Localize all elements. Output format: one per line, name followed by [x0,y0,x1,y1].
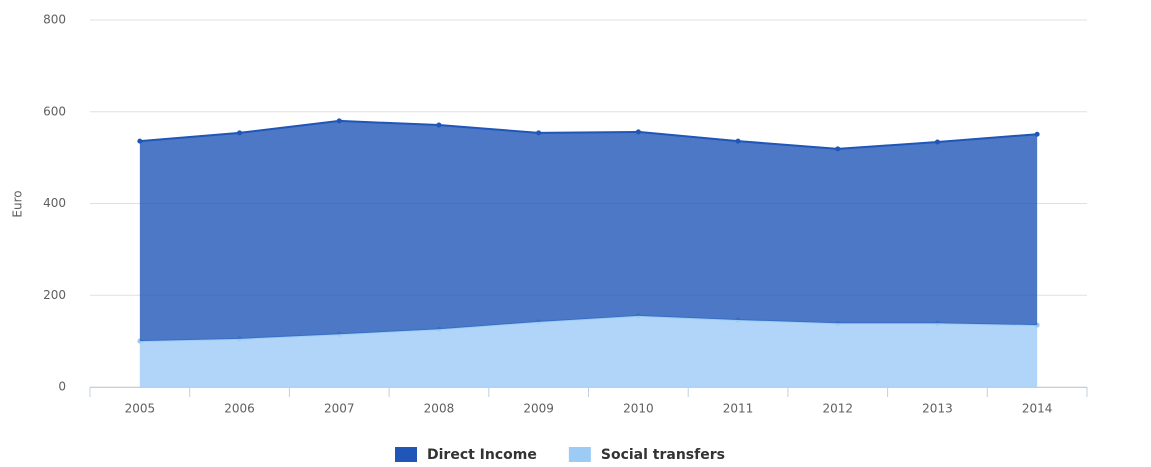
point [835,146,841,152]
x-tick-label: 2008 [424,402,455,416]
x-tick-label: 2010 [623,402,654,416]
point [934,139,940,145]
area-line [139,314,1038,343]
point [137,138,143,144]
point [735,138,741,144]
y-tick-label: 0 [58,380,66,394]
area-fill [139,120,1038,342]
x-tick-label: 2005 [125,402,156,416]
area-line [139,119,1038,150]
y-tick-label: 200 [43,288,66,302]
point [536,130,542,136]
x-tick-label: 2012 [822,402,853,416]
x-tick-label: 2011 [723,402,754,416]
y-tick-label: 600 [43,104,66,118]
x-tick-label: 2013 [922,402,953,416]
point [237,130,243,136]
legend-swatch [395,447,417,462]
x-tick-label: 2014 [1022,402,1053,416]
y-tick-label: 400 [43,196,66,210]
y-tick-label: 800 [43,13,66,27]
y-axis-label: Euro [11,190,25,217]
legend-swatch [568,447,591,462]
legend-text: Direct Income [427,447,537,463]
point [635,129,641,135]
point [436,122,442,128]
point [336,118,342,124]
x-tick-label: 2009 [523,402,554,416]
point [1034,131,1040,137]
x-tick-label: 2006 [224,402,255,416]
x-tick-label: 2007 [324,402,355,416]
legend-text: Social transfers [601,447,725,463]
